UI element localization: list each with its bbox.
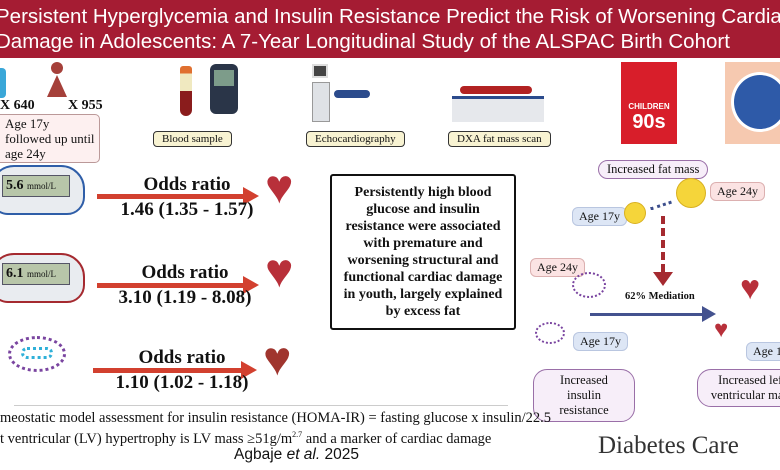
citation-etal: et al.: [286, 446, 321, 463]
lv-note: t ventricular (LV) hypertrophy is LV mas…: [0, 430, 491, 448]
journal-logo: Diabetes Care: [598, 432, 739, 459]
insulin-resistance-label: Increased insulin resistance: [533, 369, 635, 422]
dxa-scanner-icon: [452, 74, 544, 122]
method-blood-sample: Blood sample: [153, 131, 232, 147]
glucose-value: 5.6: [6, 178, 24, 193]
age-24-label: Age 24y: [710, 182, 765, 201]
children-of-the-90s-logo: CHILDREN 90s: [621, 62, 677, 144]
fat-mass-label: Increased fat mass: [598, 160, 709, 179]
summary-text: Persistently high blood glucose and insu…: [343, 185, 503, 319]
arrow-right-icon: [93, 361, 257, 379]
lv-age-label: Age 17y: [746, 342, 780, 361]
lv-note-text-end: and a marker of cardiac damage: [302, 430, 492, 447]
method-dxa-scan: DXA fat mass scan: [448, 131, 551, 147]
heart-icon: ♥: [265, 161, 294, 214]
odds-ratio-value: 1.10 (1.02 - 1.18): [115, 372, 249, 393]
arrow-right-icon: [702, 306, 716, 322]
citation: Agbaje et al. 2025: [234, 446, 359, 464]
glucose-unit: mmol/L: [27, 269, 56, 279]
insulin-molecule-icon: [572, 272, 606, 298]
fat-cell-large-icon: [676, 178, 706, 208]
title-banner: Persistent Hyperglycemia and Insulin Res…: [0, 0, 780, 58]
odds-ratio-label: Odds ratio: [143, 174, 231, 195]
lv-note-text: t ventricular (LV) hypertrophy is LV mas…: [0, 430, 293, 447]
insulin-molecule-icon: [535, 322, 565, 344]
glucometer-icon: [210, 64, 238, 114]
homa-note: meostatic model assessment for insulin r…: [0, 410, 552, 426]
mediation-percent: 62% Mediation: [625, 291, 695, 302]
age-17-label: Age 17y: [573, 332, 628, 351]
followup-label: Age 17y followed up until age 24y: [0, 114, 100, 163]
echo-machine-icon: [312, 64, 370, 124]
insulin-molecule-icon: [8, 336, 66, 372]
fat-cell-small-icon: [624, 202, 646, 224]
heart-icon: ♥: [740, 270, 761, 307]
heart-icon: ♥: [263, 333, 292, 386]
male-count: X 640: [0, 98, 35, 113]
lab-logo: [725, 62, 780, 144]
glucose-unit: mmol/L: [27, 181, 56, 191]
arrow-right-icon: [97, 187, 259, 205]
female-count: X 955: [68, 98, 103, 113]
arrow-line: [590, 313, 704, 316]
glucometer-6-1: 6.1 mmol/L: [0, 253, 85, 303]
odds-ratio-label: Odds ratio: [141, 262, 229, 283]
dashed-arrow-down: [661, 216, 665, 272]
odds-ratio-value: 3.10 (1.19 - 8.08): [118, 287, 252, 308]
title-line-2: Damage in Adolescents: A 7-Year Longitud…: [0, 30, 730, 53]
age-17-label: Age 17y: [572, 207, 627, 226]
citation-author: Agbaje: [234, 446, 287, 463]
odds-ratio-value: 1.46 (1.35 - 1.57): [120, 199, 254, 220]
odds-ratio-label: Odds ratio: [138, 347, 226, 368]
lv-note-exponent: 2.7: [292, 430, 303, 439]
divider: [14, 405, 508, 406]
citation-year: 2025: [320, 446, 359, 463]
title-line-1: Persistent Hyperglycemia and Insulin Res…: [0, 5, 780, 28]
heart-icon: ♥: [265, 245, 294, 298]
glucometer-5-6: 5.6 mmol/L: [0, 165, 85, 215]
lv-mass-label: Increased left ventricular mass: [697, 369, 780, 407]
age-24-label: Age 24y: [530, 258, 585, 277]
arrow-down-icon: [653, 272, 673, 286]
glucose-value: 6.1: [6, 266, 24, 281]
summary-box: Persistently high blood glucose and insu…: [330, 174, 516, 330]
male-icon: [0, 68, 6, 98]
arrow-right-icon: [97, 276, 259, 294]
dashed-line: [650, 200, 672, 211]
blood-tube-icon: [180, 66, 192, 116]
heart-icon: ♥: [714, 317, 729, 343]
method-echocardiography: Echocardiography: [306, 131, 405, 147]
female-icon: [45, 62, 69, 106]
